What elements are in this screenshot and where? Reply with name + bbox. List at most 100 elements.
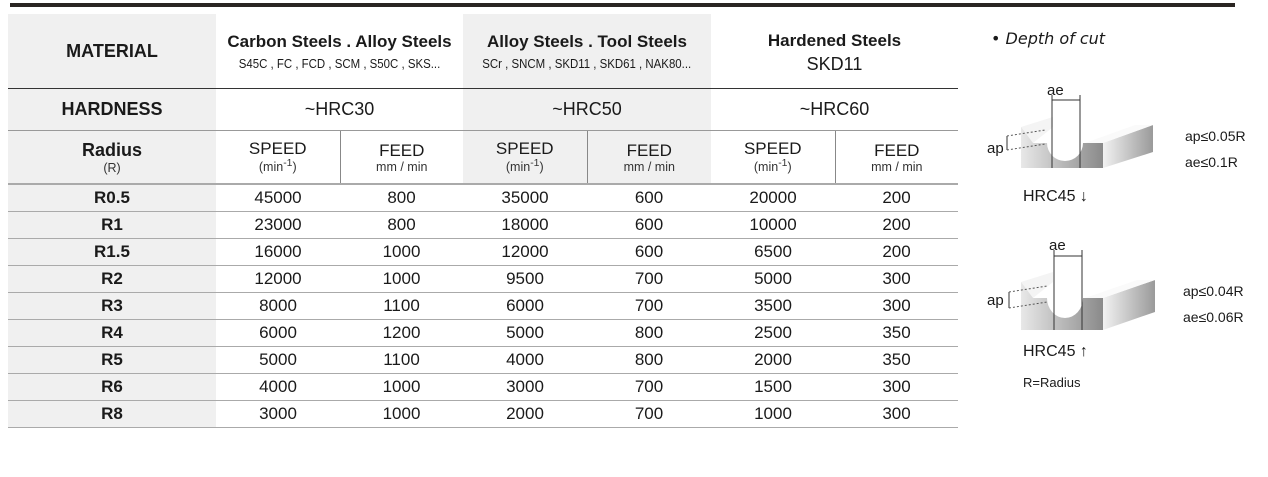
- speed-cell: 23000: [216, 211, 340, 239]
- units-row: Radius (R) SPEED (min-1) FEED mm / min SPEED(…: [8, 130, 959, 185]
- speed-cell: 3000: [463, 373, 587, 401]
- speed-cell: 1000: [711, 400, 836, 428]
- top-rule: [10, 3, 1235, 7]
- speed-cell: 20000: [711, 184, 836, 212]
- speed-cell: 16000: [216, 238, 340, 266]
- unit-end: ): [292, 160, 297, 175]
- speed-cell: 6500: [711, 238, 836, 266]
- radius-sub: (R): [103, 160, 121, 175]
- speed-unit: (min-1): [463, 158, 587, 174]
- hardness-label: HARDNESS: [8, 88, 216, 131]
- feed-cell: 700: [587, 400, 712, 428]
- ap-label: ap: [987, 292, 1004, 309]
- material-row: MATERIAL Carbon Steels . Alloy Steels S45…: [8, 14, 959, 89]
- radius-note: R=Radius: [1023, 375, 1081, 390]
- workpiece-diagram-2: [1008, 250, 1155, 330]
- group-name: Hardened Steels: [767, 30, 902, 50]
- speed-cell: 9500: [463, 265, 587, 293]
- feed-label: FEED: [874, 140, 920, 160]
- feed-cell: 800: [587, 319, 712, 347]
- unit-end: ): [787, 160, 792, 175]
- speed-cell: 10000: [711, 211, 836, 239]
- table-row: R5 5000 1100 4000 800 2000 350: [8, 346, 959, 374]
- table-row: R0.5 45000 800 35000 600 20000 200: [8, 184, 959, 212]
- group-examples: SKD11: [806, 53, 863, 74]
- feed-cell: 1000: [340, 238, 463, 266]
- speed-header: SPEED (min-1): [216, 130, 340, 185]
- depth-of-cut-title: • Depth of cut: [991, 29, 1106, 48]
- feed-cell: 800: [340, 211, 463, 239]
- feed-label: FEED: [626, 140, 672, 160]
- radius-cell: R1: [8, 211, 216, 239]
- group-name: Carbon Steels . Alloy Steels: [227, 32, 452, 51]
- feed-cell: 700: [587, 292, 712, 320]
- radius-cell: R4: [8, 319, 216, 347]
- table-row: R3 8000 1100 6000 700 3500 300: [8, 292, 959, 320]
- speed-cell: 2500: [711, 319, 836, 347]
- table-row: R4 6000 1200 5000 800 2500 350: [8, 319, 959, 347]
- feed-cell: 300: [835, 400, 959, 428]
- table-row: R6 4000 1000 3000 700 1500 300: [8, 373, 959, 401]
- speed-header: SPEED (min-1): [711, 130, 836, 185]
- speed-cell: 45000: [216, 184, 340, 212]
- depth-of-cut-panel: • Depth of cut ae ap ap≤0.05R: [985, 0, 1255, 477]
- material-label: MATERIAL: [8, 14, 216, 89]
- ap-label: ap: [987, 140, 1004, 157]
- radius-cell: R0.5: [8, 184, 216, 212]
- hardness-value: ~HRC50: [463, 88, 712, 131]
- feed-cell: 1200: [340, 319, 463, 347]
- group-alloy: Alloy Steels . Tool Steels SCr , SNCM , S…: [463, 14, 712, 89]
- feed-cell: 800: [340, 184, 463, 212]
- speed-cell: 4000: [216, 373, 340, 401]
- radius-header: Radius (R): [8, 130, 216, 185]
- ap-limit-1: ap≤0.05R: [1185, 128, 1246, 144]
- radius-cell: R5: [8, 346, 216, 374]
- ae-limit-2: ae≤0.06R: [1183, 309, 1244, 325]
- table-row: R8 3000 1000 2000 700 1000 300: [8, 400, 959, 428]
- speed-unit: (min-1): [711, 158, 835, 174]
- unit-end: ): [539, 160, 544, 175]
- speed-cell: 18000: [463, 211, 587, 239]
- feed-header: FEED mm / min: [586, 130, 712, 185]
- group-name: Alloy Steels . Tool Steels: [487, 32, 687, 51]
- radius-cell: R8: [8, 400, 216, 428]
- group-examples: SCr , SNCM , SKD11 , SKD61 , NAK80...: [482, 56, 692, 71]
- feed-cell: 600: [587, 211, 712, 239]
- radius-cell: R6: [8, 373, 216, 401]
- speed-cell: 5000: [711, 265, 836, 293]
- radius-cell: R2: [8, 265, 216, 293]
- speed-cell: 3500: [711, 292, 836, 320]
- speed-cell: 1500: [711, 373, 836, 401]
- feed-unit: mm / min: [623, 159, 675, 174]
- speed-header: SPEED (min-1): [463, 130, 587, 185]
- hrc-above-label: HRC45 ↑: [1023, 343, 1088, 360]
- group-hardened: Hardened Steels SKD11: [711, 14, 959, 89]
- ae-label: ae: [1049, 237, 1066, 254]
- speed-unit: (min-1): [216, 158, 340, 174]
- group-examples: S45C , FC , FCD , SCM , S50C , SKS...: [238, 56, 441, 71]
- feed-cell: 300: [835, 265, 959, 293]
- depth-of-cut-diagrams: [1006, 95, 1155, 330]
- speed-cell: 2000: [463, 400, 587, 428]
- feed-cell: 1000: [340, 265, 463, 293]
- feed-cell: 200: [835, 238, 959, 266]
- cutting-conditions-table: MATERIAL Carbon Steels . Alloy Steels S45…: [8, 14, 959, 428]
- hrc-below-label: HRC45 ↓: [1023, 188, 1088, 205]
- ap-limit-2: ap≤0.04R: [1183, 283, 1244, 299]
- feed-header: FEED mm / min: [339, 130, 463, 185]
- table-row: R1.5 16000 1000 12000 600 6500 200: [8, 238, 959, 266]
- unit-exp: -1: [530, 158, 540, 170]
- table-row: R2 12000 1000 9500 700 5000 300: [8, 265, 959, 293]
- feed-cell: 300: [835, 373, 959, 401]
- feed-cell: 350: [835, 346, 959, 374]
- feed-label: FEED: [379, 140, 425, 160]
- speed-cell: 4000: [463, 346, 587, 374]
- speed-cell: 6000: [463, 292, 587, 320]
- radius-label: Radius: [81, 139, 142, 160]
- ae-label: ae: [1047, 82, 1064, 99]
- speed-cell: 3000: [216, 400, 340, 428]
- feed-cell: 700: [587, 373, 712, 401]
- speed-cell: 35000: [463, 184, 587, 212]
- feed-cell: 1000: [340, 373, 463, 401]
- speed-cell: 12000: [216, 265, 340, 293]
